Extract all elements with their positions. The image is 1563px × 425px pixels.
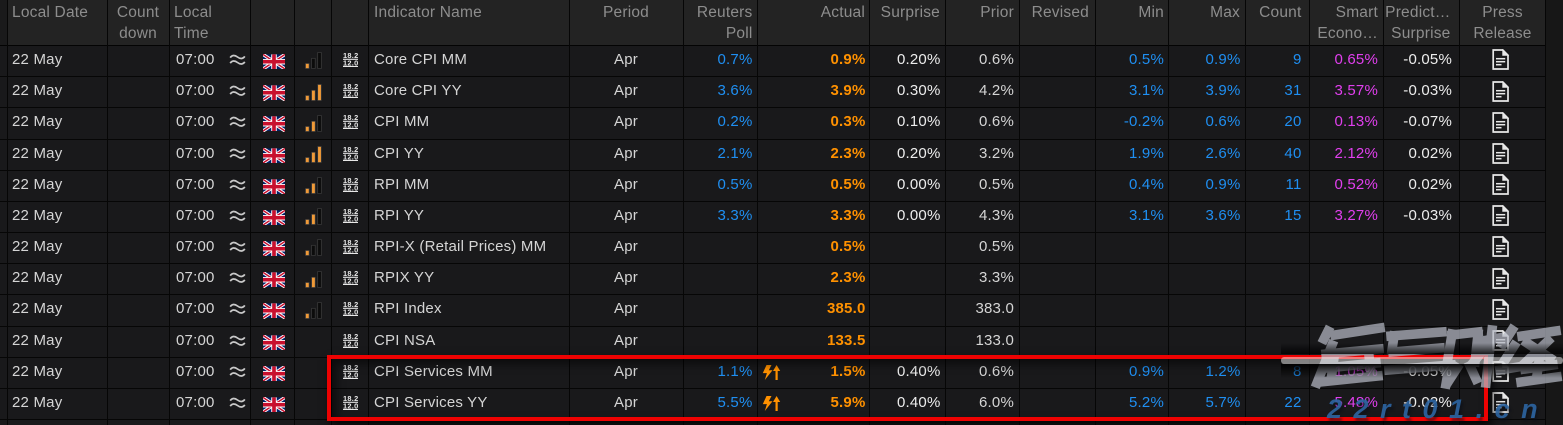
svg-text:12.0: 12.0	[343, 121, 358, 130]
svg-text:12.0: 12.0	[343, 214, 358, 223]
svg-text:18.2: 18.2	[343, 146, 358, 154]
svg-text:18.2: 18.2	[343, 395, 358, 403]
svg-text:12.0: 12.0	[343, 339, 358, 348]
svg-text:18.2: 18.2	[343, 239, 358, 247]
svg-text:12.0: 12.0	[343, 58, 358, 67]
svg-text:12.0: 12.0	[343, 308, 358, 317]
svg-text:12.0: 12.0	[343, 370, 358, 379]
svg-text:12.0: 12.0	[343, 183, 358, 192]
svg-text:18.2: 18.2	[343, 52, 358, 60]
svg-text:18.2: 18.2	[343, 301, 358, 309]
svg-text:12.0: 12.0	[343, 152, 358, 161]
svg-text:18.2: 18.2	[343, 177, 358, 185]
svg-text:18.2: 18.2	[343, 333, 358, 341]
svg-text:18.2: 18.2	[343, 208, 358, 216]
svg-text:12.0: 12.0	[343, 277, 358, 286]
svg-text:12.0: 12.0	[343, 401, 358, 410]
svg-text:18.2: 18.2	[343, 114, 358, 122]
svg-text:12.0: 12.0	[343, 245, 358, 254]
svg-text:18.2: 18.2	[343, 270, 358, 278]
svg-text:18.2: 18.2	[343, 364, 358, 372]
svg-text:12.0: 12.0	[343, 90, 358, 99]
svg-text:18.2: 18.2	[343, 83, 358, 91]
